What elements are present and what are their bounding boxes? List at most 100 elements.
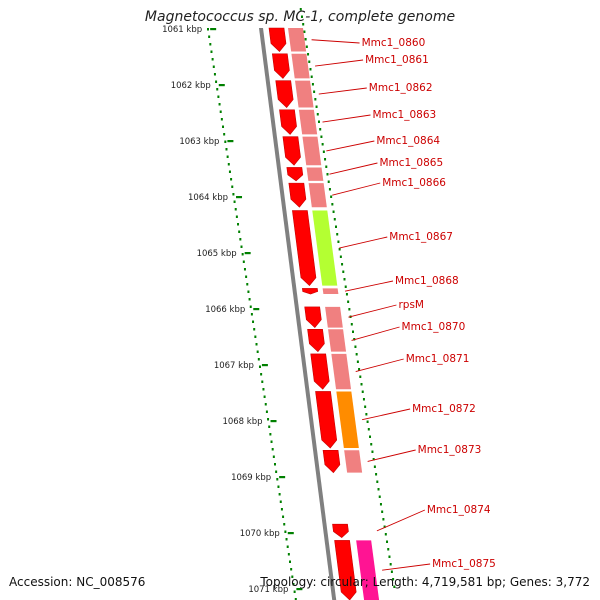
ruler-dot — [283, 523, 286, 526]
gene-label: Mmc1_0874 — [427, 504, 491, 516]
ruler-dot — [277, 485, 280, 488]
cds-arrow — [304, 306, 322, 329]
gene-label: Mmc1_0863 — [373, 109, 437, 121]
feature-track-dot — [353, 338, 356, 341]
feature-track-dot — [362, 398, 365, 401]
feature-track-dot — [377, 488, 380, 491]
feature-track-dot — [309, 68, 312, 71]
ruler-dot — [248, 298, 251, 301]
feature-track-dot — [316, 113, 319, 116]
ruler-dot — [273, 463, 276, 466]
feature-track-dot — [313, 90, 316, 93]
feature-track-dot — [352, 330, 355, 333]
feature-track-dot — [370, 443, 373, 446]
cds-arrow — [315, 391, 338, 449]
feature-track-dot — [369, 435, 372, 438]
feature-track-dot — [330, 195, 333, 198]
feature-track-dot — [315, 105, 318, 108]
feature-track-dot — [358, 368, 361, 371]
feature-track-dot — [305, 45, 308, 48]
feature-track-dot — [299, 8, 302, 11]
feature-track-dot — [334, 225, 337, 228]
feature-track-dot — [326, 173, 329, 176]
ruler-dot — [250, 313, 253, 316]
gene-label-connector — [329, 162, 378, 175]
ruler-tick — [261, 364, 268, 367]
ruler-dot — [247, 290, 250, 293]
feature-track-dot — [328, 188, 331, 191]
gene-label-connector — [344, 280, 394, 292]
ruler-dot — [267, 418, 270, 421]
feature-track-dot — [390, 570, 393, 573]
gene-label-connector — [332, 182, 381, 196]
ruler-dot — [231, 185, 234, 188]
ruler-tick-label: 1064 kbp — [188, 193, 228, 203]
ruler-dot — [230, 178, 233, 181]
gene-label-connector — [322, 114, 371, 123]
feature-track-dot — [373, 465, 376, 468]
feature-track-dot — [364, 405, 367, 408]
feature-box — [288, 28, 307, 52]
feature-track-dot — [348, 308, 351, 311]
cds-arrow — [301, 288, 319, 295]
ruler-tick — [296, 588, 303, 591]
ruler-dot — [234, 208, 237, 211]
feature-track-dot — [347, 300, 350, 303]
gene-label-connector — [318, 87, 367, 95]
ruler-tick — [227, 140, 234, 143]
feature-track-dot — [304, 38, 307, 41]
feature-track-dot — [327, 180, 330, 183]
ruler-dot — [220, 118, 223, 121]
ruler-dot — [287, 553, 290, 556]
feature-track-dot — [384, 533, 387, 536]
feature-track-dot — [393, 585, 396, 588]
feature-track-dot — [366, 420, 369, 423]
gene-label-connectors — [311, 39, 431, 571]
feature-box — [328, 329, 347, 352]
gene-label-connector — [326, 140, 375, 152]
ruler-dot — [292, 583, 295, 586]
ruler-tick — [253, 308, 260, 311]
feature-track-dot — [336, 233, 339, 236]
ruler-dot — [291, 575, 294, 578]
ruler-tick — [210, 28, 217, 31]
ruler-dot — [293, 590, 296, 593]
feature-track-dot — [324, 158, 327, 161]
gene-label-connector — [362, 408, 411, 421]
gene-label-connector — [367, 449, 416, 462]
gene-label-connector — [376, 509, 426, 532]
feature-track-dot — [367, 428, 370, 431]
feature-track-dot — [354, 345, 357, 348]
gene-label: Mmc1_0868 — [395, 275, 459, 287]
ruler-tick-label: 1062 kbp — [171, 81, 211, 91]
ruler-tick-label: 1067 kbp — [214, 361, 254, 371]
gene-label: Mmc1_0866 — [382, 177, 446, 189]
ruler-dot — [235, 215, 238, 218]
ruler-dot — [219, 110, 222, 113]
ruler-dot — [246, 283, 249, 286]
cds-arrow — [332, 523, 349, 538]
gene-labels: Mmc1_0860 Mmc1_0861 Mmc1_0862 Mmc1_0863 Mmc1… — [362, 37, 496, 570]
ruler-dot — [209, 43, 212, 46]
ruler-dot — [294, 598, 297, 600]
ruler-dot — [275, 470, 278, 473]
ruler-dot — [252, 320, 255, 323]
feature-track-dot — [379, 503, 382, 506]
ruler-tick-label: 1070 kbp — [240, 529, 280, 539]
cds-arrow — [334, 540, 357, 600]
cds-arrow — [279, 109, 297, 135]
feature-track-dot — [344, 285, 347, 288]
feature-track-dot — [392, 578, 395, 581]
ruler-tick — [279, 476, 286, 479]
ruler-dot — [263, 395, 266, 398]
feature-track-dot — [303, 30, 306, 33]
genome-summary-text: Topology: circular; Length: 4,719,581 bp… — [260, 575, 590, 589]
ruler-dot — [213, 73, 216, 76]
ruler-dot — [272, 455, 275, 458]
ruler-dot — [255, 343, 258, 346]
ruler-dot — [276, 478, 279, 481]
genome-backbone — [259, 28, 337, 600]
ruler-dot — [218, 103, 221, 106]
ruler-tick — [244, 252, 251, 255]
